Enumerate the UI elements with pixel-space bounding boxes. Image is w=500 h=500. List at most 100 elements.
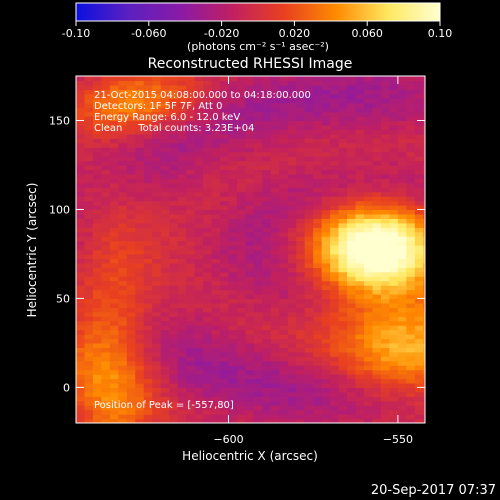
heatmap-cell (330, 93, 340, 99)
heatmap-cell (143, 209, 153, 215)
heatmap-cell (262, 116, 272, 122)
heatmap-cell (92, 262, 103, 268)
heatmap-cell (109, 405, 119, 411)
heatmap-cell (347, 89, 357, 95)
heatmap-cell (169, 169, 179, 175)
heatmap-cell (287, 107, 297, 113)
heatmap-cell (313, 320, 323, 326)
heatmap-cell (177, 418, 187, 423)
heatmap-cell (364, 276, 374, 282)
heatmap-cell (211, 124, 221, 130)
heatmap-cell (287, 285, 297, 291)
heatmap-cell (220, 249, 230, 255)
heatmap-cell (126, 298, 136, 304)
heatmap-cell (414, 289, 424, 295)
heatmap-cell (228, 249, 238, 255)
heatmap-cell (92, 236, 103, 242)
heatmap-cell (118, 89, 128, 95)
heatmap-cell (262, 320, 272, 326)
heatmap-cell (279, 276, 289, 282)
heatmap-cell (380, 342, 391, 348)
heatmap-cell (245, 151, 255, 157)
heatmap-cell (347, 151, 357, 157)
heatmap-cell (177, 267, 187, 273)
heatmap-cell (135, 196, 145, 202)
heatmap-cell (92, 418, 103, 423)
heatmap-cell (423, 209, 425, 215)
heatmap-cell (177, 218, 187, 224)
heatmap-cell (262, 276, 272, 282)
heatmap-cell (220, 262, 230, 268)
heatmap-cell (194, 160, 204, 166)
heatmap-cell (160, 178, 170, 184)
heatmap-cell (347, 160, 357, 166)
heatmap-cell (101, 196, 111, 202)
heatmap-cell (321, 298, 331, 304)
heatmap-cell (245, 120, 255, 126)
heatmap-cell (211, 98, 221, 104)
heatmap-cell (118, 276, 128, 282)
heatmap-cell (186, 276, 196, 282)
heatmap-cell (236, 262, 247, 268)
heatmap-cell (228, 262, 238, 268)
heatmap-cell (313, 80, 323, 86)
heatmap-cell (296, 342, 306, 348)
heatmap-cell (389, 231, 399, 237)
heatmap-cell (389, 338, 399, 344)
heatmap-cell (101, 120, 111, 126)
heatmap-cell (135, 396, 145, 402)
heatmap-cell (372, 285, 382, 291)
heatmap-cell (118, 338, 128, 344)
heatmap-cell (355, 245, 365, 251)
heatmap-cell (101, 84, 111, 90)
heatmap-cell (177, 196, 187, 202)
heatmap-cell (126, 329, 136, 335)
heatmap-cell (279, 102, 289, 108)
heatmap-cell (389, 391, 399, 397)
heatmap-cell (414, 116, 424, 122)
heatmap-cell (135, 271, 145, 277)
heatmap-cell (338, 98, 348, 104)
heatmap-cell (177, 156, 187, 162)
heatmap-cell (126, 400, 136, 406)
heatmap-cell (101, 236, 111, 242)
heatmap-cell (423, 280, 425, 286)
heatmap-cell (330, 116, 340, 122)
heatmap-cell (143, 307, 153, 313)
heatmap-cell (389, 360, 399, 366)
heatmap-cell (414, 276, 424, 282)
heatmap-cell (372, 302, 382, 308)
heatmap-cell (92, 129, 103, 135)
heatmap-cell (372, 414, 382, 420)
heatmap-cell (143, 191, 153, 197)
heatmap-cell (406, 382, 416, 389)
heatmap-cell (414, 325, 424, 331)
heatmap-cell (389, 84, 399, 90)
heatmap-cell (262, 89, 272, 95)
heatmap-cell (143, 334, 153, 340)
heatmap-cell (270, 271, 280, 277)
heatmap-cell (169, 164, 179, 171)
heatmap-cell (236, 209, 247, 215)
heatmap-cell (236, 258, 247, 264)
heatmap-cell (152, 240, 162, 246)
heatmap-cell (253, 351, 263, 357)
heatmap-cell (313, 387, 323, 393)
heatmap-cell (287, 240, 297, 246)
heatmap-cell (313, 124, 323, 130)
heatmap-cell (84, 356, 94, 362)
y-tick-label: 50 (56, 292, 70, 305)
heatmap-cell (364, 151, 374, 157)
heatmap-cell (92, 213, 103, 219)
heatmap-cell (364, 405, 374, 411)
heatmap-cell (380, 191, 391, 197)
heatmap-cell (347, 405, 357, 411)
heatmap-cell (126, 218, 136, 224)
heatmap-cell (228, 347, 238, 353)
heatmap-cell (126, 347, 136, 353)
heatmap-cell (380, 187, 391, 193)
heatmap-cell (321, 191, 331, 197)
heatmap-cell (304, 151, 314, 157)
heatmap-cell (177, 84, 187, 90)
heatmap-cell (279, 325, 289, 331)
